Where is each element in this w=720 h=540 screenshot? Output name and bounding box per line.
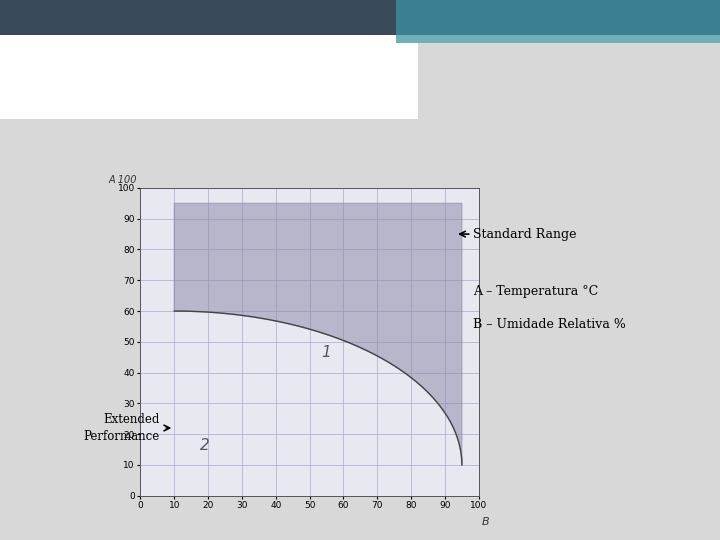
Text: A 100: A 100 [109, 175, 137, 185]
Text: Extended: Extended [104, 414, 160, 427]
Polygon shape [174, 204, 462, 465]
Text: Performance: Performance [84, 430, 160, 443]
Text: Standard Range: Standard Range [473, 227, 577, 241]
Text: B: B [482, 517, 490, 527]
Text: Diagrama de Umidade: Diagrama de Umidade [36, 86, 322, 110]
Text: B – Umidade Relativa %: B – Umidade Relativa % [473, 318, 626, 330]
Text: A – Temperatura °C: A – Temperatura °C [473, 285, 598, 298]
Text: 2: 2 [200, 437, 210, 453]
Text: 1: 1 [322, 345, 331, 360]
